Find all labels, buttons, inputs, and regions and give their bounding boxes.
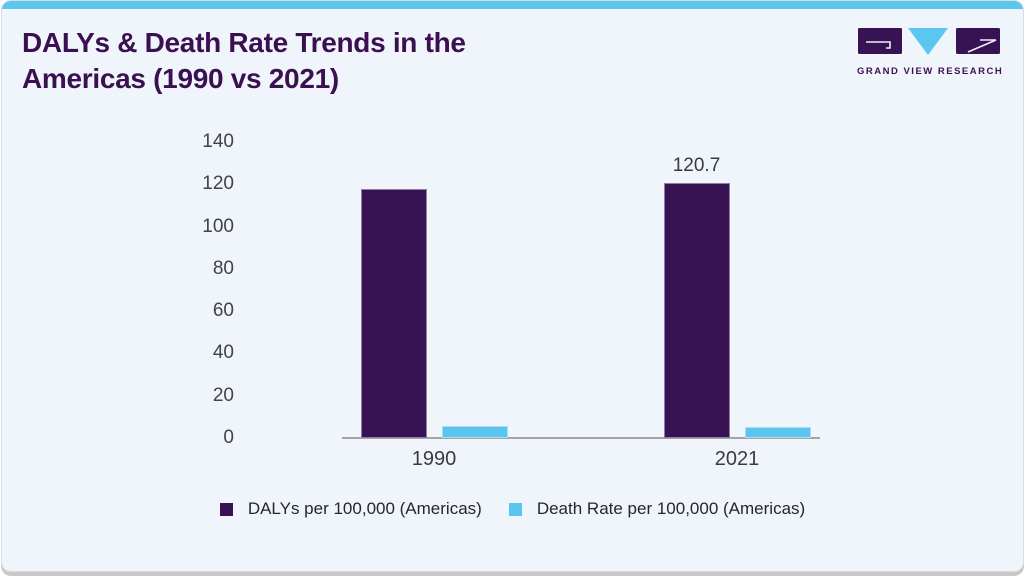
bar-dalys-2021[interactable] xyxy=(663,182,730,438)
y-axis-tick-label: 140 xyxy=(202,131,234,152)
y-axis-tick-label: 0 xyxy=(223,427,234,448)
chart-legend: DALYs per 100,000 (Americas) Death Rate … xyxy=(2,499,1023,519)
gvr-logo-mark xyxy=(858,28,1000,55)
logo-v-triangle xyxy=(908,28,948,55)
legend-item-death-rate[interactable]: Death Rate per 100,000 (Americas) xyxy=(508,499,806,519)
y-axis-tick-label: 60 xyxy=(212,300,234,322)
y-axis-tick-label: 40 xyxy=(212,342,234,364)
dalys-legend-swatch xyxy=(219,502,233,516)
legend-item-dalys[interactable]: DALYs per 100,000 (Americas) xyxy=(219,499,482,519)
bar-death-rate-2021[interactable] xyxy=(744,426,811,438)
chart-title: DALYs & Death Rate Trends in the America… xyxy=(22,25,582,97)
bar-death-rate-1990[interactable] xyxy=(441,425,508,438)
chart-title-line1: DALYs & Death Rate Trends in the xyxy=(22,27,466,58)
gvr-logo: GRAND VIEW RESEARCH xyxy=(857,27,1004,77)
death-rate-legend-swatch xyxy=(508,502,522,516)
logo-r-block xyxy=(956,28,1000,54)
bar-dalys-1990[interactable] xyxy=(360,188,427,438)
top-accent-bar xyxy=(2,1,1023,9)
y-axis-tick-label: 100 xyxy=(202,215,234,237)
y-axis-tick-label: 120 xyxy=(202,173,234,195)
gvr-logo-text: GRAND VIEW RESEARCH xyxy=(857,66,1004,77)
death-rate-legend-label: Death Rate per 100,000 (Americas) xyxy=(536,499,806,518)
x-axis-category-label: 2021 xyxy=(714,448,760,470)
dalys-legend-label: DALYs per 100,000 (Americas) xyxy=(247,499,482,518)
chart-title-line2: Americas (1990 vs 2021) xyxy=(22,63,339,94)
bar-value-label: 120.7 xyxy=(672,154,721,176)
logo-g-block xyxy=(858,28,902,54)
y-axis-tick-label: 80 xyxy=(212,257,234,279)
y-axis-tick-label: 20 xyxy=(212,384,234,406)
x-axis-category-label: 1990 xyxy=(411,448,457,470)
x-axis-line xyxy=(342,437,820,439)
